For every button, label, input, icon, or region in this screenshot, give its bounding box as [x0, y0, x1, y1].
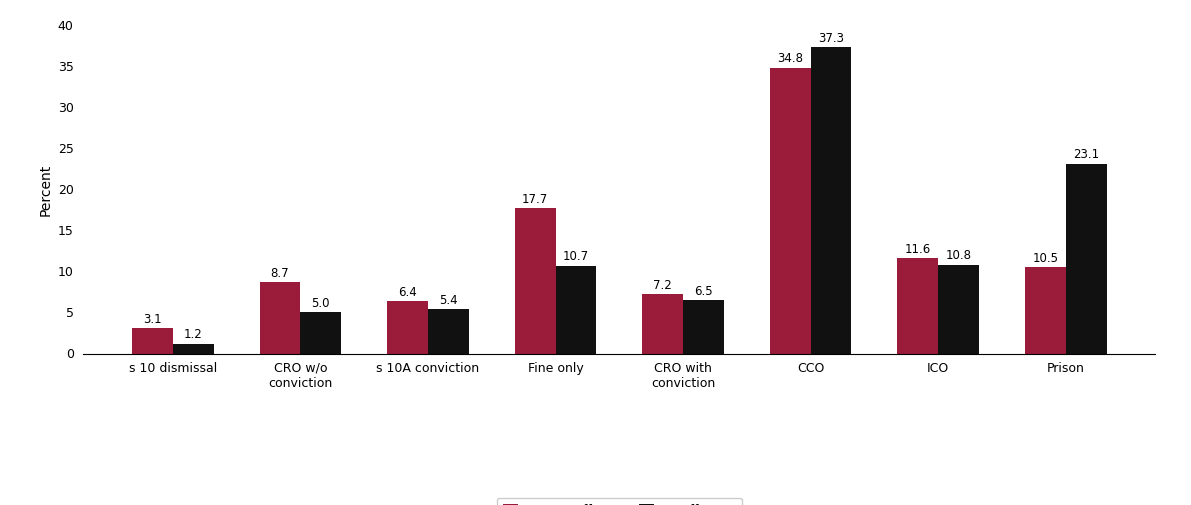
Text: 10.8: 10.8: [946, 249, 972, 263]
Text: 3.1: 3.1: [143, 313, 162, 326]
Text: 6.5: 6.5: [694, 285, 712, 297]
Bar: [811, 47, 852, 354]
Bar: [173, 343, 213, 354]
Bar: [684, 300, 724, 353]
Bar: [555, 266, 597, 353]
Text: 11.6: 11.6: [905, 243, 931, 256]
Text: 5.0: 5.0: [312, 297, 330, 310]
Legend: Non-DV offences, DV offences: Non-DV offences, DV offences: [497, 497, 742, 505]
Bar: [132, 328, 173, 353]
Bar: [300, 313, 342, 353]
Bar: [939, 265, 979, 354]
Text: 17.7: 17.7: [522, 193, 548, 206]
Bar: [642, 294, 684, 353]
Bar: [260, 282, 300, 354]
Bar: [1025, 267, 1066, 354]
Text: 7.2: 7.2: [654, 279, 672, 292]
Text: 23.1: 23.1: [1073, 148, 1099, 162]
Text: 1.2: 1.2: [183, 328, 202, 341]
Bar: [897, 258, 939, 354]
Text: 10.5: 10.5: [1033, 252, 1059, 265]
Text: 37.3: 37.3: [818, 32, 844, 45]
Bar: [1066, 164, 1106, 354]
Text: 34.8: 34.8: [778, 53, 803, 66]
Bar: [387, 301, 428, 353]
Y-axis label: Percent: Percent: [38, 163, 52, 216]
Text: 8.7: 8.7: [270, 267, 289, 280]
Text: 5.4: 5.4: [439, 294, 457, 307]
Bar: [515, 208, 555, 354]
Bar: [428, 309, 469, 354]
Text: 6.4: 6.4: [398, 285, 417, 298]
Text: 10.7: 10.7: [563, 250, 590, 263]
Bar: [769, 68, 811, 354]
